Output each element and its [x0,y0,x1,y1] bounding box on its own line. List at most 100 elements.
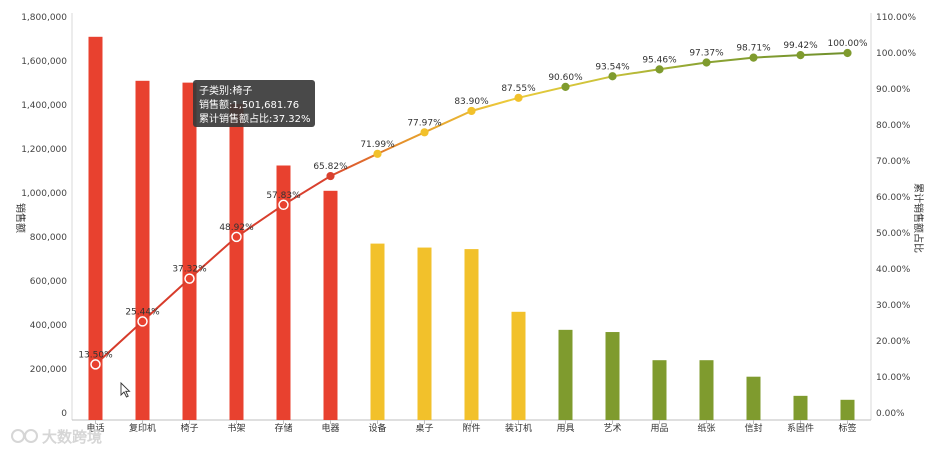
line-point-7[interactable] [373,149,382,158]
percent-label: 95.46% [642,55,677,65]
category-label: 纸张 [697,422,715,434]
right-tick-label: 0.00% [876,409,905,419]
percent-label: 90.60% [548,73,583,83]
percent-label: 57.83% [266,191,301,201]
bar-17[interactable] [840,399,855,420]
category-label: 信封 [744,422,762,434]
category-label: 艺术 [603,422,621,434]
bars-group [88,36,855,421]
percent-label: 83.90% [454,97,489,107]
right-tick-label: 40.00% [876,265,911,275]
watermark: 大数跨境 [11,428,102,446]
bar-4[interactable] [229,103,244,421]
tooltip-line-1: 子类别:椅子 [199,84,252,97]
category-labels: 电话 复印机 椅子 书架 存储 电器 设备 桌子 附件 装订机 用具 艺术 用品 纸张 信封 系固件 标签 [86,420,857,434]
line-point-15[interactable] [749,53,758,62]
left-tick-label: 1,800,000 [21,13,67,23]
category-label: 桌子 [415,422,433,434]
right-axis-title: 累计销售额占比 [912,183,925,253]
line-point-16[interactable] [796,50,805,60]
right-tick-label: 70.00% [876,157,911,167]
category-label: 装订机 [505,422,532,434]
left-tick-label: 400,000 [30,321,67,331]
right-tick-label: 100.00% [876,49,916,59]
right-tick-label: 110.00% [876,13,916,23]
line-point-1[interactable] [90,359,101,370]
category-label: 椅子 [180,422,198,434]
left-tick-label: 600,000 [30,277,67,287]
left-tick-label: 1,600,000 [21,57,67,67]
bar-15[interactable] [746,376,761,420]
percent-label: 48.92% [219,223,254,233]
bar-5[interactable] [276,165,291,421]
left-tick-label: 1,400,000 [21,101,67,111]
right-axis-ticks: 0.00% 10.00% 20.00% 30.00% 40.00% 50.00% 60.00… [876,13,916,419]
right-tick-label: 10.00% [876,373,911,383]
bar-9[interactable] [464,249,479,420]
left-tick-label: 0 [61,409,67,419]
category-label: 复印机 [129,422,156,434]
mouse-cursor-icon [120,381,131,398]
category-label: 书架 [227,423,245,434]
line-points [90,48,852,370]
category-label: 附件 [462,422,480,434]
bar-14[interactable] [699,360,714,420]
category-label: 电器 [321,422,339,434]
bar-13[interactable] [652,360,667,420]
percent-label: 100.00% [827,39,867,49]
bar-3[interactable] [182,82,197,421]
line-point-11[interactable] [561,82,570,91]
category-label: 用品 [650,423,668,434]
category-label: 电话 [86,422,104,434]
right-tick-label: 20.00% [876,337,911,347]
line-point-10[interactable] [514,93,523,102]
bar-16[interactable] [793,395,808,420]
line-point-6[interactable] [326,171,335,181]
bar-8[interactable] [417,247,432,420]
line-point-8[interactable] [420,128,429,137]
percent-label: 87.55% [501,84,536,94]
category-label: 用具 [556,423,574,434]
line-point-3[interactable] [184,273,195,284]
bar-1[interactable] [88,36,103,421]
right-tick-label: 30.00% [876,301,911,311]
line-point-12[interactable] [608,72,617,81]
left-tick-label: 800,000 [30,233,67,243]
line-point-14[interactable] [702,58,711,67]
bar-6[interactable] [323,190,338,420]
percent-label: 71.99% [360,140,395,150]
tooltip-line-2: 销售额:1,501,681.76 [199,98,299,111]
category-label: 标签 [838,422,856,434]
tooltip: 子类别:椅子 销售额:1,501,681.76 累计销售额占比:37.32% [193,80,315,127]
line-point-17[interactable] [843,48,852,58]
watermark-text: 大数跨境 [42,428,102,446]
category-label: 系固件 [787,422,814,434]
left-axis-title: 销售额 [14,203,27,233]
line-point-5[interactable] [278,199,289,211]
line-point-9[interactable] [467,106,476,116]
bar-2[interactable] [135,80,150,421]
bar-11[interactable] [558,329,573,420]
line-point-2[interactable] [137,316,148,327]
right-tick-label: 60.00% [876,193,911,203]
left-tick-label: 1,000,000 [21,189,67,199]
line-point-4[interactable] [231,231,242,243]
percent-label: 77.97% [407,118,442,128]
left-tick-label: 1,200,000 [21,145,67,155]
tooltip-background [193,80,315,127]
tooltip-line-3: 累计销售额占比:37.32% [199,112,311,125]
percent-label: 99.42% [783,41,818,51]
left-tick-label: 200,000 [30,365,67,375]
percent-label: 37.32% [172,265,207,275]
percent-label: 65.82% [313,162,348,172]
bar-10[interactable] [511,311,526,420]
percent-labels: 13.50% 25.44% 37.32% 48.92% 57.83% 65.82% 71.9… [78,39,868,360]
line-point-13[interactable] [655,65,664,74]
bar-7[interactable] [370,243,385,420]
right-tick-label: 50.00% [876,229,911,239]
bar-12[interactable] [605,332,620,420]
percent-label: 93.54% [595,62,630,72]
category-label: 设备 [368,422,386,434]
